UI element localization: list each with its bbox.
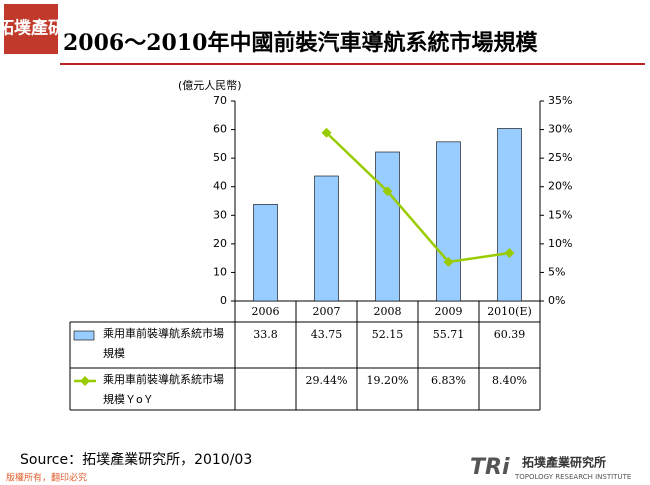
bar [436, 141, 461, 302]
y2-tick-label: 10% [548, 237, 572, 250]
y-tick-label: 50 [213, 151, 227, 164]
institute: 拓墣產業研究所 [522, 455, 606, 470]
marker [321, 127, 332, 138]
y2-tick-label: 5% [548, 265, 565, 278]
logo: 拓墣產研 [0, 18, 65, 39]
y2-tick-label: 15% [548, 208, 572, 221]
x-tick-label: 2009 [435, 305, 463, 318]
data-label: 8.40% [492, 374, 527, 387]
marker [382, 186, 393, 197]
footer-bg [0, 470, 650, 485]
legend-swatch [80, 376, 90, 386]
data-label: 6.83% [431, 374, 466, 387]
data-label: 52.15 [371, 328, 404, 341]
chart-title: 2006～2010年中國前裝汽車導航系統市場規模 [63, 30, 538, 56]
brand: TRi [470, 455, 510, 480]
bar [253, 204, 278, 302]
y-tick-label: 20 [213, 237, 227, 250]
y2-tick-label: 30% [548, 123, 572, 136]
y-tick-label: 0 [220, 294, 227, 307]
data-label: 43.75 [310, 328, 343, 341]
data-label: 55.71 [432, 328, 465, 341]
line [325, 131, 510, 264]
data-label: 60.39 [493, 328, 526, 341]
x-tick-label: 2008 [374, 305, 402, 318]
y2-tick-label: 20% [548, 180, 572, 193]
y-tick-label: 10 [213, 265, 227, 278]
data-label: 29.44% [305, 374, 348, 387]
x-tick-label: 2007 [313, 305, 341, 318]
y2-tick-label: 35% [548, 94, 572, 107]
y-axis-label: (億元人民幣) [178, 79, 242, 92]
marker [443, 256, 454, 267]
y-tick-label: 40 [213, 180, 227, 193]
bar [497, 128, 522, 302]
legend-swatch [73, 330, 95, 341]
bar [314, 175, 339, 302]
bar [375, 151, 400, 302]
legend-label: 乘用車前裝導航系統市場規模ＹoＹ [103, 373, 224, 406]
y-tick-label: 70 [213, 94, 227, 107]
y-tick-label: 60 [213, 123, 227, 136]
y2-tick-label: 25% [548, 151, 572, 164]
x-tick-label: 2006 [252, 305, 280, 318]
data-label: 33.8 [253, 328, 278, 341]
x-tick-label: 2010(E) [487, 305, 532, 318]
marker [504, 248, 515, 258]
y2-tick-label: 0% [548, 294, 565, 307]
legend-label: 乘用車前裝導航系統市場規模 [103, 327, 224, 360]
copyright: 版權所有，翻印必究 [6, 472, 87, 484]
institute-en: TOPOLOGY RESEARCH INSTITUTE [514, 473, 631, 481]
data-label: 19.20% [366, 374, 409, 387]
y-tick-label: 30 [213, 208, 227, 221]
logo-box [4, 4, 58, 54]
source: Source：拓墣產業研究所，2010/03 [20, 451, 252, 468]
